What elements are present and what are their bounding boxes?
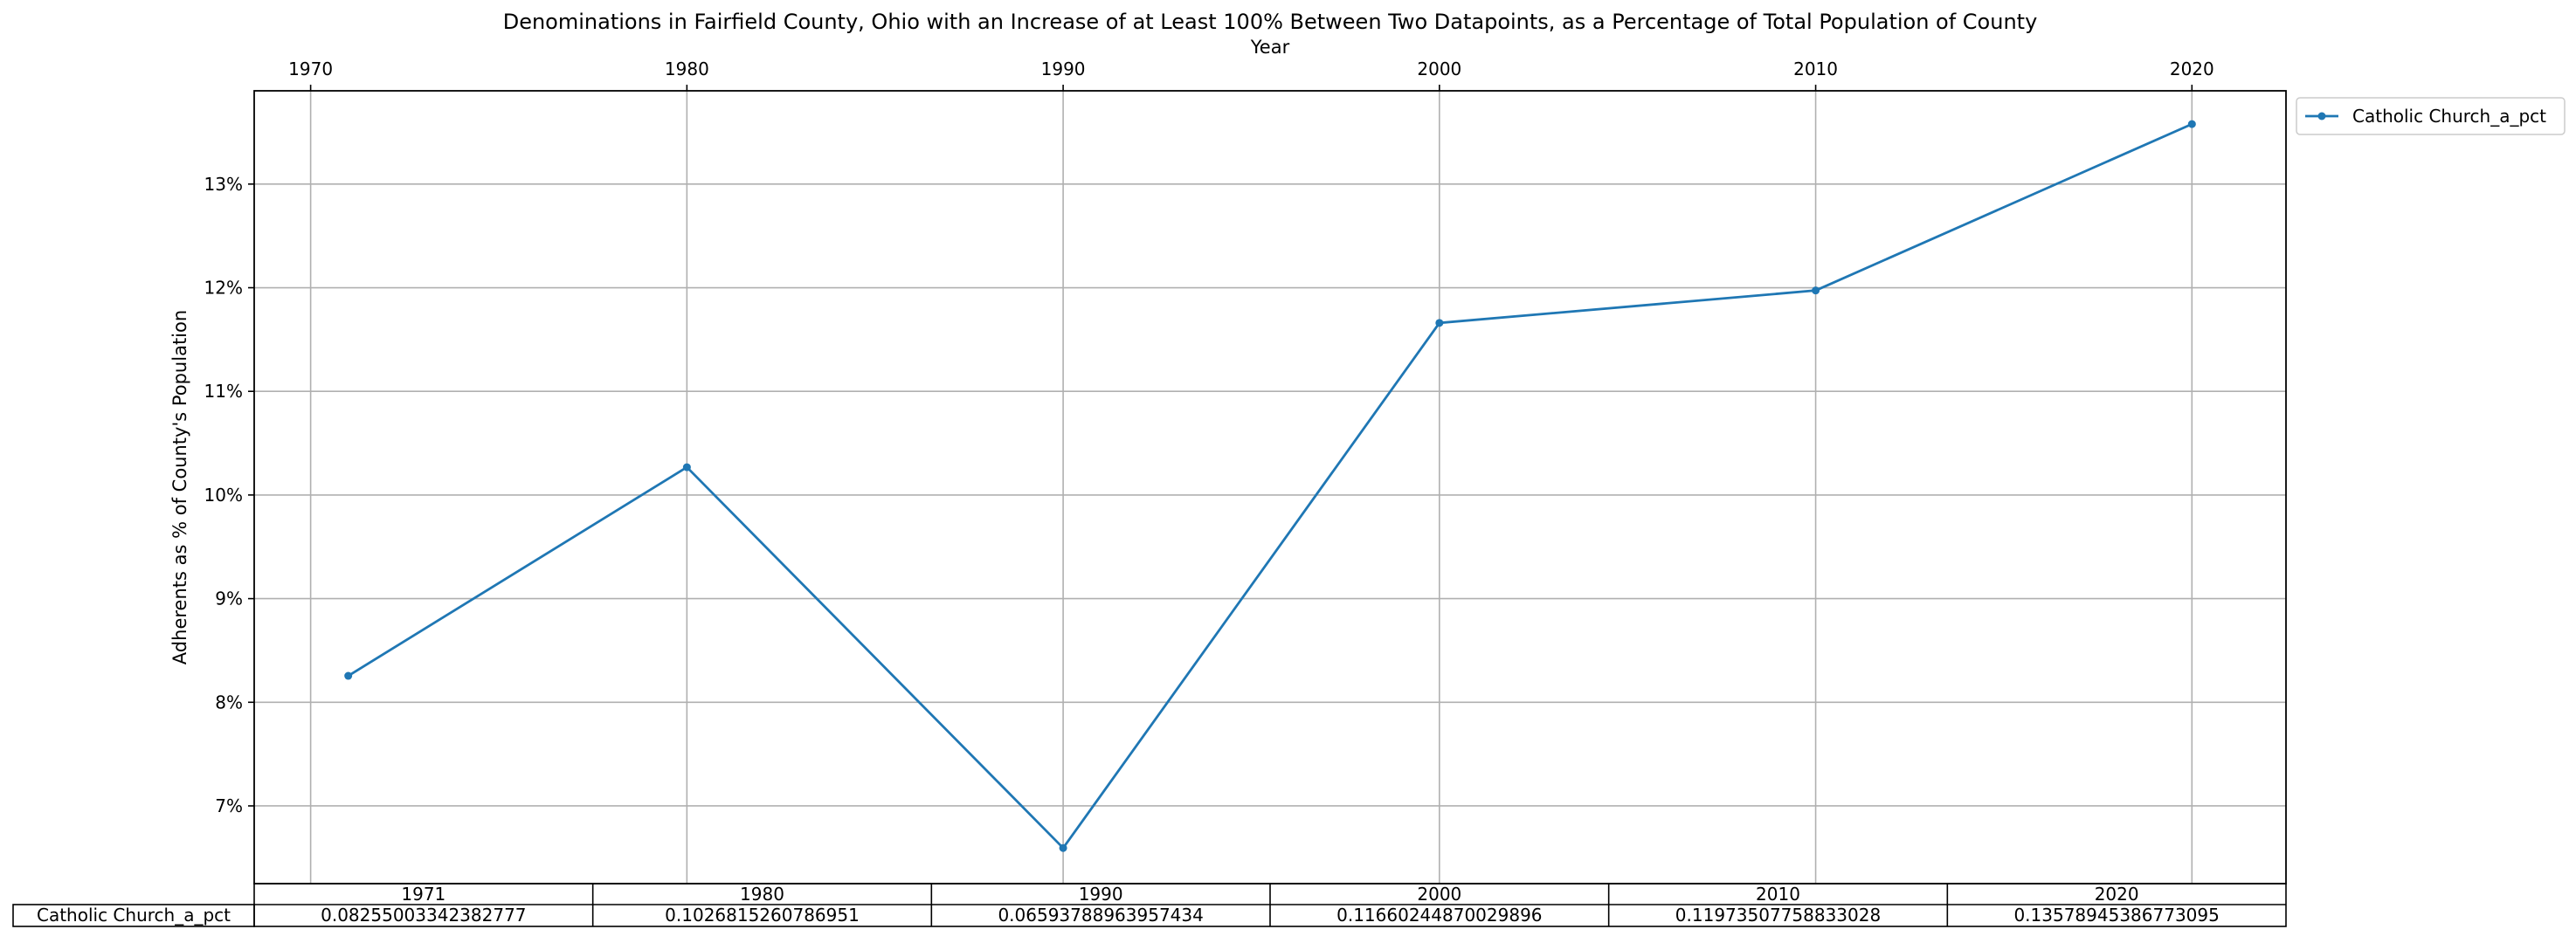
data-point	[1812, 286, 1820, 295]
table-cell: 0.13578945386773095	[2013, 905, 2219, 926]
series-line-catholic-church	[347, 122, 2193, 850]
table-column-header: 1971	[401, 884, 445, 905]
table-column-header: 2000	[1417, 884, 1461, 905]
data-point	[2187, 120, 2196, 128]
x-tick-label: 2010	[1793, 59, 1838, 79]
table-cell: 0.11660244870029896	[1336, 905, 1542, 926]
data-table: 1971 1980 1990 2000 2010 2020 0.08255003342382…	[12, 883, 2287, 927]
y-tick-label: 10%	[204, 485, 243, 506]
data-point	[1059, 843, 1067, 852]
table-column-header: 2020	[2095, 884, 2139, 905]
y-tick-label: 9%	[215, 589, 243, 609]
table-cell: 0.06593788963957434	[998, 905, 1203, 926]
table-cell: 0.11973507758833028	[1675, 905, 1881, 926]
legend-label: Catholic Church_a_pct	[2352, 106, 2546, 127]
series-layer	[344, 120, 2196, 852]
legend-marker	[2317, 112, 2326, 120]
table-column-header: 2010	[1756, 884, 1800, 905]
data-point	[682, 463, 691, 472]
x-tick-label: 2000	[1417, 59, 1461, 79]
chart-title: Denominations in Fairfield County, Ohio …	[503, 10, 2038, 34]
grid-layer	[254, 91, 2286, 884]
y-axis-label: Adherents as % of County's Population	[169, 310, 190, 664]
x-tick-label: 1980	[665, 59, 709, 79]
y-tick-label: 11%	[204, 381, 243, 402]
table-cell: 0.08255003342382777	[321, 905, 526, 926]
x-axis-label: Year	[1250, 37, 1290, 58]
table-row-label-cell	[12, 904, 255, 927]
legend-box	[2296, 97, 2566, 135]
y-tick-label: 12%	[204, 278, 243, 299]
y-tick-label: 13%	[204, 174, 243, 195]
table-column-header: 1980	[740, 884, 784, 905]
data-point	[344, 671, 353, 680]
y-tick-label: 7%	[215, 795, 243, 816]
table-cell: 0.1026815260786951	[665, 905, 860, 926]
axis-layer: 1970 1980 1990 2000 2010 2020 7% 8% 9% 10% 11% 12% 1…	[204, 59, 2214, 816]
table-column-header: 1990	[1079, 884, 1123, 905]
table-row-label: Catholic Church_a_pct	[37, 905, 231, 926]
x-tick-label: 1970	[288, 59, 333, 79]
y-tick-label: 8%	[215, 692, 243, 712]
data-point	[1435, 319, 1444, 327]
legend: Catholic Church_a_pct	[2296, 97, 2566, 135]
x-tick-label: 2020	[2170, 59, 2214, 79]
x-tick-label: 1990	[1041, 59, 1086, 79]
